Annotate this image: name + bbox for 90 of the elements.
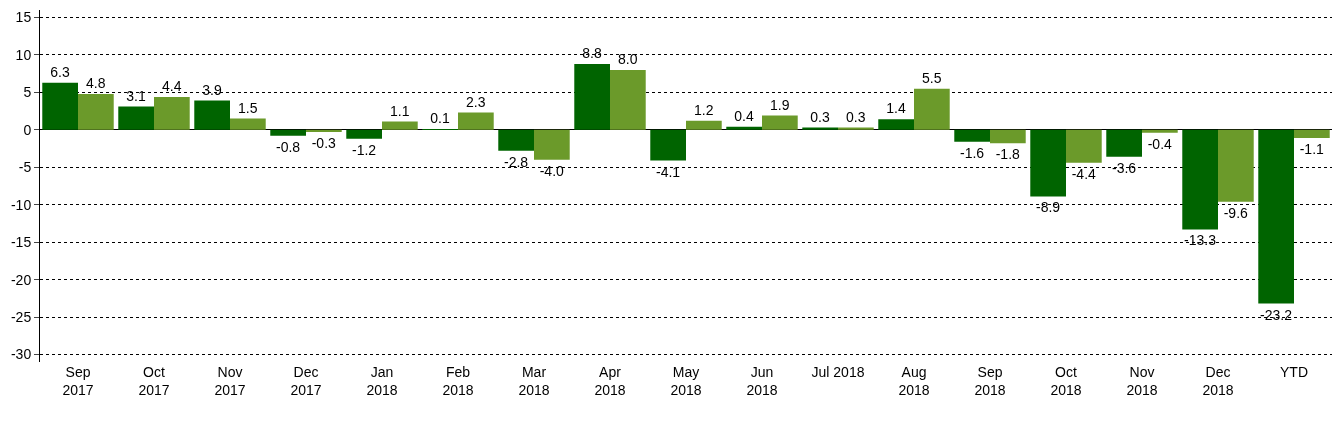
bar xyxy=(78,93,114,130)
bar xyxy=(230,118,266,130)
x-tick-label: Jul 2018 xyxy=(811,364,865,380)
bar xyxy=(954,129,990,142)
data-label: -1.6 xyxy=(959,144,985,161)
data-label: 4.8 xyxy=(86,74,106,91)
data-label: 8.8 xyxy=(582,44,602,61)
data-label: 1.2 xyxy=(694,101,714,118)
data-label: -1.2 xyxy=(351,141,377,158)
x-tick-label: Oct 2017 xyxy=(138,364,170,399)
bar xyxy=(306,129,342,133)
data-label: 2.3 xyxy=(466,93,486,110)
data-label: -23.2 xyxy=(1260,306,1293,323)
data-label: -0.8 xyxy=(275,138,301,155)
y-tick-label: -5 xyxy=(18,159,32,176)
bar xyxy=(498,129,534,151)
bar xyxy=(534,129,570,160)
bar xyxy=(686,120,722,130)
data-label: -9.6 xyxy=(1223,204,1249,221)
data-label: 0.4 xyxy=(734,107,754,124)
bar xyxy=(914,88,950,130)
y-tick-label: 10 xyxy=(15,46,32,63)
data-label: 8.0 xyxy=(618,50,638,67)
data-label: 4.4 xyxy=(162,77,182,94)
data-label: 1.5 xyxy=(238,99,258,116)
x-tick-label: Feb 2018 xyxy=(442,364,474,399)
y-tick-label: 15 xyxy=(15,9,32,26)
data-label: -0.4 xyxy=(1147,135,1173,152)
bar xyxy=(194,100,230,130)
bar xyxy=(1294,129,1330,139)
bar xyxy=(382,121,418,130)
bar xyxy=(762,115,798,130)
bar xyxy=(838,127,874,130)
y-tick-label: -10 xyxy=(10,196,32,213)
bar xyxy=(1258,129,1294,304)
bar xyxy=(574,63,610,130)
data-label: -13.3 xyxy=(1184,232,1217,249)
x-tick-label: Jun 2018 xyxy=(746,364,778,399)
x-tick-label: May 2018 xyxy=(670,364,702,399)
data-label: 0.3 xyxy=(846,108,866,125)
bar xyxy=(1182,129,1218,230)
bar xyxy=(1218,129,1254,202)
data-label: 5.5 xyxy=(922,69,942,86)
bar xyxy=(1030,129,1066,197)
data-label: 0.3 xyxy=(810,108,830,125)
x-tick-label: YTD xyxy=(1280,364,1308,380)
bar xyxy=(878,119,914,130)
data-label: -0.3 xyxy=(311,135,337,152)
data-label: -4.4 xyxy=(1071,165,1097,182)
bar xyxy=(346,129,382,139)
bar xyxy=(990,129,1026,144)
x-tick-label: Nov 2017 xyxy=(214,364,246,399)
data-label: 1.9 xyxy=(770,96,790,113)
data-label: -2.8 xyxy=(503,153,529,170)
y-tick-label: -20 xyxy=(10,271,32,288)
x-tick-label: Apr 2018 xyxy=(594,364,626,399)
bar xyxy=(1066,129,1102,163)
data-label: -4.0 xyxy=(539,162,565,179)
data-label: 1.1 xyxy=(390,102,410,119)
bar xyxy=(802,127,838,130)
bar xyxy=(458,112,494,130)
bar xyxy=(610,69,646,130)
data-label: 0.1 xyxy=(430,110,450,126)
data-label: 1.4 xyxy=(886,100,906,117)
y-tick-label: 5 xyxy=(23,84,32,101)
data-label: -1.1 xyxy=(1299,141,1325,158)
bar xyxy=(1142,129,1178,133)
x-tick-label: Aug 2018 xyxy=(898,364,930,399)
y-tick-label: -30 xyxy=(10,346,32,363)
x-tick-label: Sep 2018 xyxy=(974,364,1006,399)
y-tick-label: -25 xyxy=(10,308,32,325)
x-tick-label: Mar 2018 xyxy=(518,364,550,399)
x-tick-label: Nov 2018 xyxy=(1126,364,1158,399)
x-tick-label: Sep 2017 xyxy=(62,364,94,399)
bar xyxy=(726,126,762,130)
x-tick-label: Dec 2018 xyxy=(1202,364,1234,399)
y-tick-label: 0 xyxy=(23,121,32,138)
data-label: -1.8 xyxy=(995,146,1021,163)
data-label: 6.3 xyxy=(50,63,70,80)
y-tick-label: -15 xyxy=(10,234,32,251)
x-tick-label: Oct 2018 xyxy=(1050,364,1082,399)
bar xyxy=(270,129,306,136)
bar xyxy=(118,106,154,130)
x-tick-label: Dec 2017 xyxy=(290,364,322,399)
x-tick-label: Jan 2018 xyxy=(366,364,398,399)
bar xyxy=(42,82,78,130)
data-label: -8.9 xyxy=(1035,199,1061,216)
bar xyxy=(1106,129,1142,157)
bar xyxy=(650,129,686,161)
bar xyxy=(154,96,190,130)
